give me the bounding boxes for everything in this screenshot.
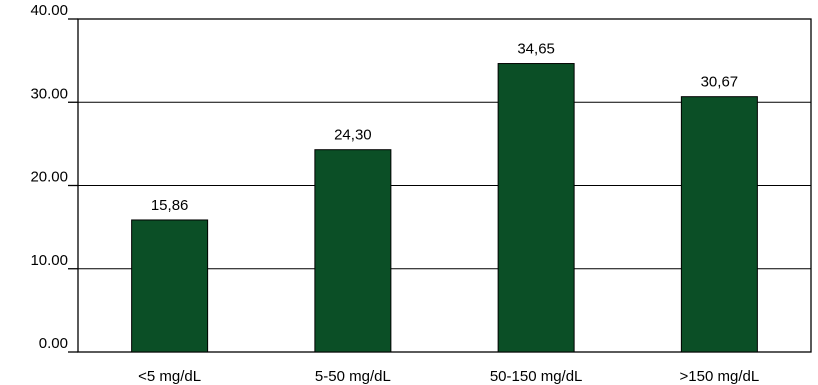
bar-3 bbox=[680, 96, 758, 353]
data-label-2: 34,65 bbox=[517, 41, 555, 58]
data-labels: 15,86 24,30 34,65 30,67 bbox=[151, 41, 738, 214]
category-label-1: 5-50 mg/dL bbox=[315, 368, 391, 385]
bar-2 bbox=[497, 63, 575, 353]
data-label-1: 24,30 bbox=[334, 127, 372, 144]
category-label-2: 50-150 mg/dL bbox=[490, 368, 583, 385]
bars bbox=[131, 63, 758, 353]
x-axis-categories: <5 mg/dL 5-50 mg/dL 50-150 mg/dL >150 mg/dL bbox=[138, 368, 759, 385]
y-tick-label-1: 10.00 bbox=[30, 252, 68, 269]
y-axis-ticks: 0.00 10.00 20.00 30.00 40.00 bbox=[30, 2, 78, 353]
category-label-3: >150 mg/dL bbox=[680, 368, 760, 385]
y-tick-label-0: 0.00 bbox=[39, 335, 68, 352]
y-tick-label-3: 30.00 bbox=[30, 85, 68, 102]
data-label-3: 30,67 bbox=[701, 74, 739, 91]
bar-1 bbox=[314, 149, 392, 353]
y-tick-label-4: 40.00 bbox=[30, 2, 68, 19]
bar-0 bbox=[131, 219, 209, 353]
data-label-0: 15,86 bbox=[151, 197, 189, 214]
category-label-0: <5 mg/dL bbox=[138, 368, 201, 385]
y-tick-label-2: 20.00 bbox=[30, 169, 68, 186]
